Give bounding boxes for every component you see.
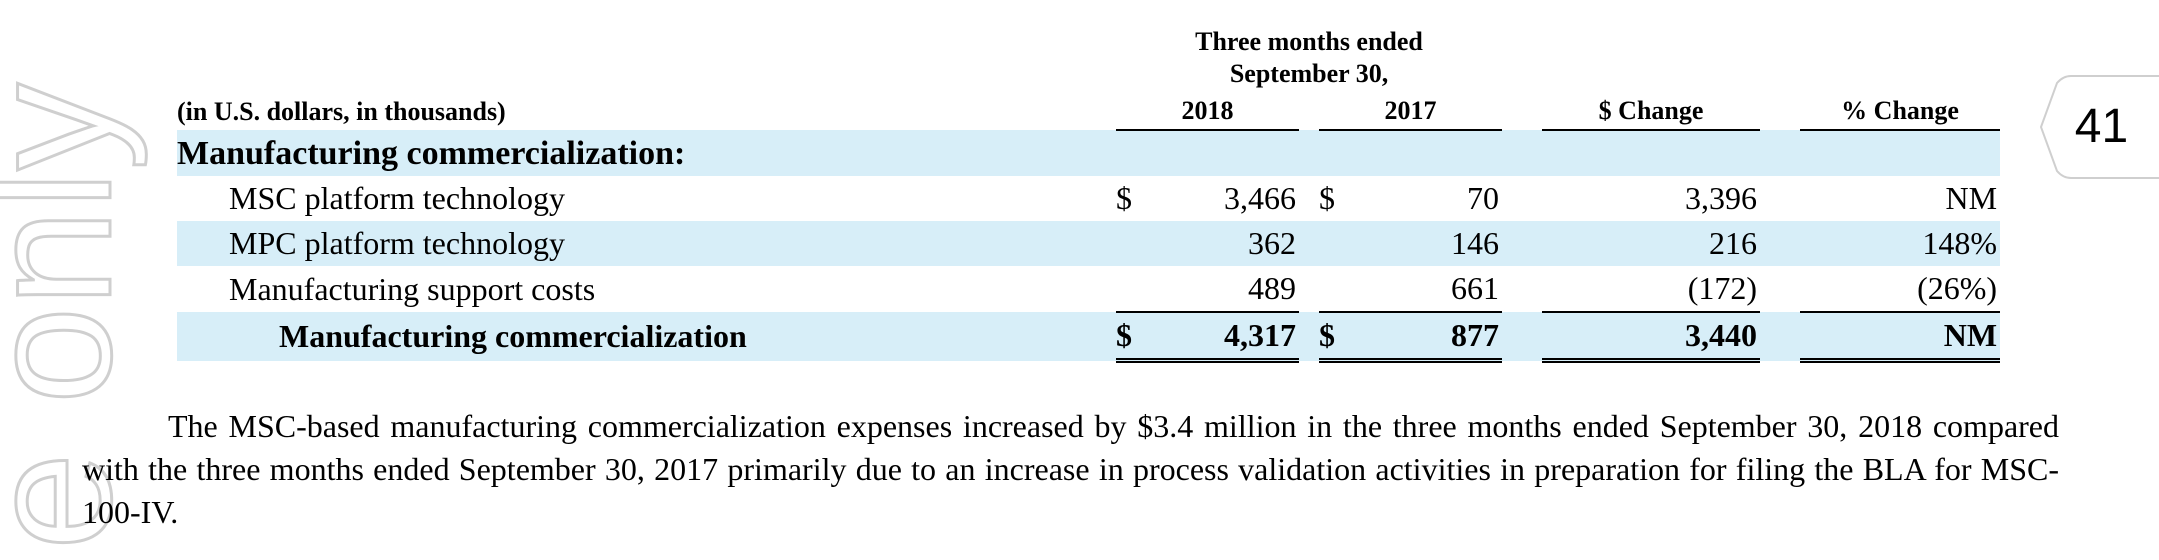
- section-row: Manufacturing commercialization:: [177, 130, 2001, 176]
- currency-sign: $: [1116, 311, 1163, 363]
- row-label: MPC platform technology: [177, 221, 1096, 266]
- value-2017: 70: [1467, 180, 1500, 216]
- column-header-pct-change: % Change: [1800, 90, 2001, 131]
- row-label: Manufacturing support costs: [229, 270, 596, 307]
- total-row: Manufacturing commercialization $ 4,317 …: [177, 311, 2001, 363]
- value-dollar-change: (172): [1687, 270, 1758, 306]
- currency-sign: [1116, 266, 1163, 312]
- value-2018: 3,466: [1224, 180, 1296, 216]
- value-2018: 362: [1163, 221, 1299, 266]
- currency-sign: [1116, 221, 1163, 266]
- units-label: (in U.S. dollars, in thousands): [177, 97, 506, 126]
- header-group-line2: September 30,: [1229, 59, 1389, 88]
- total-pct-change: NM: [1800, 311, 2001, 363]
- currency-sign: $: [1116, 180, 1132, 216]
- total-label: Manufacturing commercialization: [177, 312, 1096, 361]
- page-tab: [2039, 75, 2159, 179]
- header-group-line1: Three months ended: [1195, 27, 1423, 56]
- table-row: Manufacturing support costs 489 661 (172…: [177, 266, 2000, 312]
- currency-sign: $: [1319, 311, 1366, 363]
- financial-table: Three months ended September 30, (in U.S…: [177, 26, 2001, 363]
- value-dollar-change: 216: [1542, 221, 1761, 266]
- total-2018: 4,317: [1163, 311, 1299, 363]
- body-paragraph: The MSC-based manufacturing commercializ…: [82, 408, 2059, 530]
- column-header-2017: 2017: [1319, 90, 1503, 131]
- row-label: MSC platform technology: [229, 180, 565, 216]
- table-row: MSC platform technology $ 3,466 $ 70 3,3…: [177, 176, 2000, 221]
- currency-sign: $: [1319, 180, 1335, 216]
- value-pct-change: NM: [1945, 180, 1998, 216]
- currency-sign: [1319, 221, 1366, 266]
- page-number: 41: [2074, 100, 2129, 153]
- value-2017: 146: [1366, 221, 1503, 266]
- value-2018: 489: [1248, 270, 1296, 306]
- watermark: e only: [0, 81, 150, 551]
- column-header-dollar-change: $ Change: [1542, 90, 1761, 131]
- value-pct-change: (26%): [1917, 270, 1998, 306]
- section-title: Manufacturing commercialization:: [177, 130, 2001, 176]
- total-dollar-change: 3,440: [1542, 311, 1761, 363]
- column-header-2018: 2018: [1116, 90, 1299, 131]
- value-2017: 661: [1451, 270, 1500, 306]
- currency-sign: [1319, 266, 1366, 312]
- value-pct-change: 148%: [1800, 221, 2001, 266]
- total-2017: 877: [1366, 311, 1503, 363]
- watermark-text: e only: [0, 83, 148, 550]
- table-row: MPC platform technology 362 146 216 148%: [177, 221, 2001, 266]
- value-dollar-change: 3,396: [1685, 180, 1758, 216]
